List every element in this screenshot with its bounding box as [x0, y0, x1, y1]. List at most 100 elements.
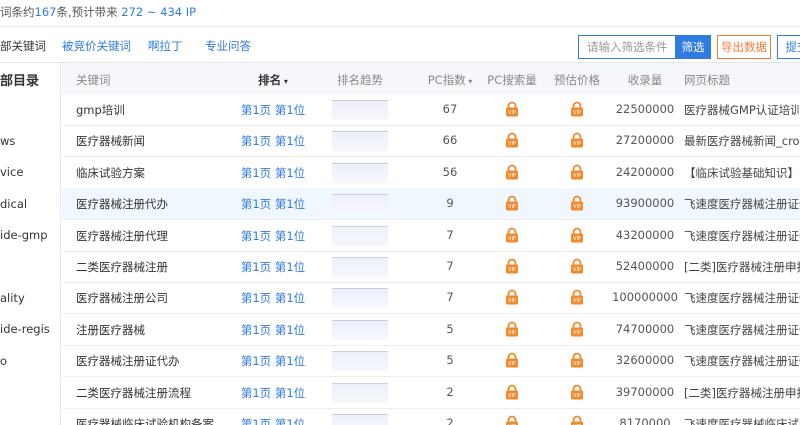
rank[interactable]: 第1页 第1位	[240, 197, 306, 212]
svg-text:VIP: VIP	[508, 361, 516, 367]
indexed-count: 93900000	[615, 196, 675, 211]
rank[interactable]: 第1页 第1位	[240, 417, 306, 425]
filter-button[interactable]: 筛选	[675, 35, 711, 59]
keyword: 医疗器械注册代办	[76, 197, 168, 212]
pc-search-volume[interactable]: VIP	[504, 132, 520, 148]
page-title[interactable]: 飞速度医疗器械注册证代办	[684, 291, 800, 306]
page-title[interactable]: 飞速度医疗器械注册证代办	[684, 197, 800, 212]
estimated-price[interactable]: VIP	[569, 227, 585, 243]
indexed-count: 22500000	[615, 102, 675, 116]
pc-search-volume[interactable]: VIP	[504, 258, 520, 274]
estimated-price[interactable]: VIP	[569, 101, 585, 117]
page-title[interactable]: 飞速度医疗器械注册证代办	[684, 228, 800, 243]
svg-text:VIP: VIP	[508, 393, 516, 399]
rank[interactable]: 第1页 第1位	[240, 103, 306, 117]
page-title[interactable]: 医疗器械GMP认证培训_医	[684, 103, 800, 117]
summary-range: 272 ~ 434 IP	[121, 5, 197, 19]
pc-index: 2	[446, 416, 454, 425]
table-row	[62, 94, 800, 126]
tab[interactable]: 专业问答	[205, 39, 251, 53]
keyword: 医疗器械注册公司	[76, 291, 168, 306]
sidebar-item[interactable]: dical	[0, 196, 28, 211]
rank-trend	[332, 162, 388, 183]
sidebar-item[interactable]: ide-gmp	[0, 228, 48, 243]
pc-search-volume[interactable]: VIP	[504, 164, 520, 180]
tab[interactable]: 啊拉丁	[148, 39, 183, 53]
svg-text:VIP: VIP	[573, 173, 581, 179]
page-title[interactable]: [二类]医疗器械注册申报资	[684, 385, 800, 400]
estimated-price[interactable]: VIP	[569, 352, 585, 368]
rank[interactable]: 第1页 第1位	[240, 165, 306, 180]
estimated-price[interactable]: VIP	[569, 321, 585, 337]
sidebar-item[interactable]: ide-regis	[0, 322, 50, 337]
estimated-price[interactable]: VIP	[569, 258, 585, 274]
keyword: 医疗器械新闻	[76, 134, 145, 149]
page-title[interactable]: [二类]医疗器械注册申报资	[684, 260, 800, 274]
column-header: 网页标题	[684, 73, 730, 87]
svg-text:VIP: VIP	[508, 141, 516, 147]
indexed-count: 8170000	[619, 416, 671, 425]
estimated-price[interactable]: VIP	[569, 384, 585, 400]
rank[interactable]: 第1页 第1位	[240, 385, 306, 400]
estimated-price[interactable]: VIP	[569, 132, 585, 148]
pc-index: 67	[442, 102, 458, 116]
sidebar-item[interactable]: vice	[0, 165, 24, 180]
table-row	[62, 314, 800, 346]
rank-trend	[332, 131, 388, 152]
rank[interactable]: 第1页 第1位	[240, 354, 306, 369]
estimated-price[interactable]: VIP	[569, 195, 585, 211]
header-text: 排名	[258, 73, 282, 87]
tab[interactable]: 部关键词	[0, 39, 46, 53]
sidebar-item[interactable]: ws	[0, 134, 16, 148]
pc-search-volume[interactable]: VIP	[504, 101, 520, 117]
page-title[interactable]: 【临床试验基础知识】临床	[684, 165, 800, 180]
pc-index: 56	[442, 164, 458, 179]
svg-text:VIP: VIP	[508, 330, 516, 336]
page-title[interactable]: 最新医疗器械新闻_cro行业	[684, 134, 800, 149]
sidebar-item[interactable]: o	[0, 353, 8, 368]
pc-search-volume[interactable]: VIP	[504, 321, 520, 337]
sidebar-item[interactable]: ality	[0, 291, 25, 305]
rank-trend	[332, 351, 388, 372]
svg-text:VIP: VIP	[508, 236, 516, 242]
pc-search-volume[interactable]: VIP	[504, 195, 520, 211]
export-button[interactable]: 导出数据	[717, 35, 771, 59]
keyword: 二类医疗器械注册	[76, 260, 168, 274]
rank-trend	[332, 382, 388, 403]
keyword: 注册医疗器械	[76, 322, 145, 337]
indexed-count: 74700000	[615, 321, 675, 336]
indexed-count: 32600000	[615, 353, 675, 368]
rank[interactable]: 第1页 第1位	[240, 134, 306, 149]
keyword: 医疗器械注册证代办	[76, 354, 180, 369]
pc-search-volume[interactable]: VIP	[504, 415, 520, 425]
pc-search-volume[interactable]: VIP	[504, 384, 520, 400]
table-row	[62, 188, 800, 221]
svg-text:VIP: VIP	[508, 204, 516, 210]
estimated-price[interactable]: VIP	[569, 289, 585, 305]
rank[interactable]: 第1页 第1位	[240, 228, 306, 243]
header-text: PC指数	[427, 73, 466, 87]
column-header[interactable]: 排名 ▾	[258, 73, 288, 87]
pc-search-volume[interactable]: VIP	[504, 227, 520, 243]
rank[interactable]: 第1页 第1位	[240, 291, 306, 306]
search-input[interactable]: 请输入筛选条件	[578, 35, 676, 59]
submit-button[interactable]: 提交	[777, 35, 800, 59]
column-header[interactable]: PC指数 ▾	[427, 73, 473, 87]
estimated-price[interactable]: VIP	[569, 164, 585, 180]
page-title[interactable]: 飞速度医疗器械注册证代办	[684, 354, 800, 369]
column-header: 预估价格	[554, 73, 600, 87]
column-header: 收录量	[627, 73, 663, 87]
rank[interactable]: 第1页 第1位	[240, 260, 306, 274]
indexed-count: 39700000	[615, 384, 675, 399]
pc-index: 9	[446, 196, 454, 211]
page-title[interactable]: 飞速度医疗器械注册证代办	[684, 322, 800, 337]
rank-trend	[332, 288, 388, 309]
column-header: 关键词	[76, 73, 111, 87]
page-title[interactable]: 飞速度医疗器械临床试验机	[684, 417, 800, 425]
svg-text:VIP: VIP	[573, 204, 581, 210]
pc-search-volume[interactable]: VIP	[504, 289, 520, 305]
tab[interactable]: 被竞价关键词	[62, 39, 131, 53]
rank[interactable]: 第1页 第1位	[240, 322, 306, 337]
pc-search-volume[interactable]: VIP	[504, 352, 520, 368]
estimated-price[interactable]: VIP	[569, 415, 585, 425]
